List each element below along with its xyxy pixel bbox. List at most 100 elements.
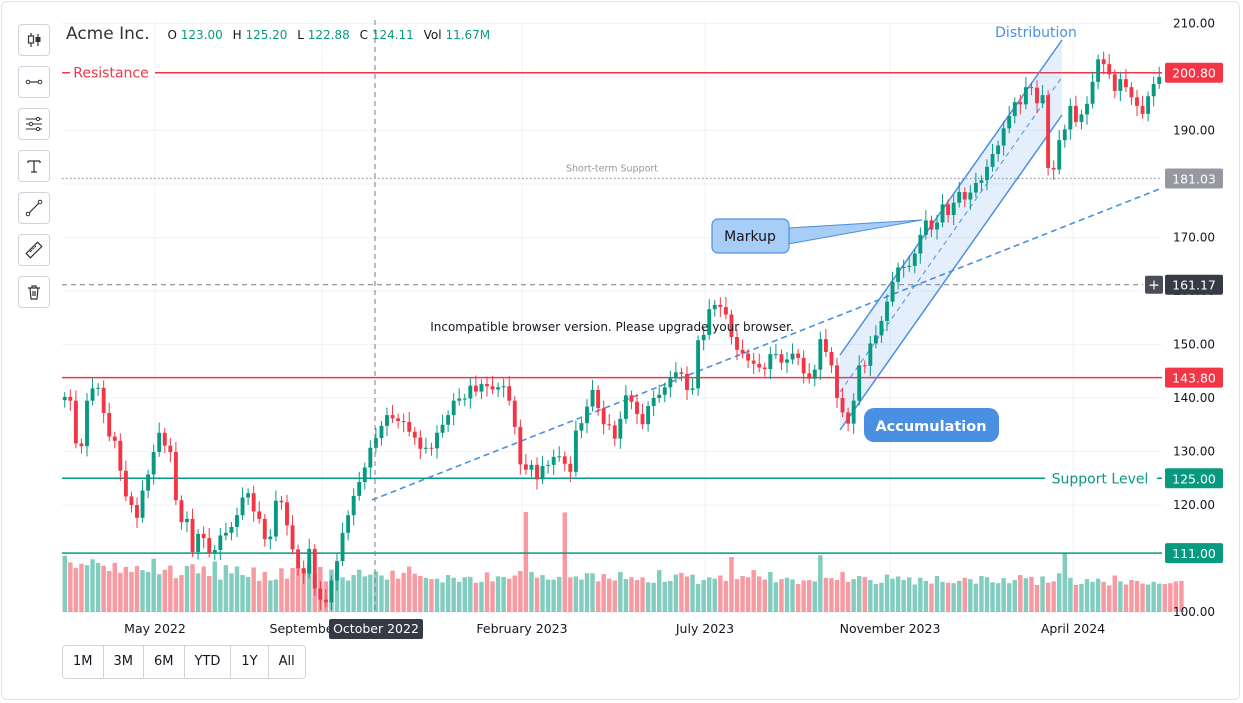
candle-body — [1107, 64, 1112, 75]
volume-bar — [1134, 580, 1140, 612]
parallel-lines-icon — [26, 116, 42, 132]
candle-body — [629, 395, 634, 402]
volume-bar — [529, 571, 534, 612]
candle-body — [979, 180, 984, 183]
volume-bar — [679, 572, 684, 612]
candlestick-tool-button[interactable] — [18, 24, 50, 56]
volume-bar — [507, 578, 512, 612]
volume-bar — [490, 581, 495, 612]
candle-body — [223, 532, 228, 536]
volume-bar — [1173, 581, 1179, 612]
range-6m-button[interactable]: 6M — [144, 646, 185, 678]
range-1m-button[interactable]: 1M — [63, 646, 104, 678]
volume-bar — [1112, 575, 1117, 612]
candle-body — [635, 401, 639, 415]
volume-bar — [945, 582, 951, 612]
volume-bar — [845, 581, 851, 612]
trend-line — [371, 187, 1163, 501]
candlestick-icon — [27, 33, 41, 47]
price-badge — [1165, 468, 1223, 489]
candle-body — [518, 426, 523, 465]
candle-body — [440, 424, 445, 433]
candle-body — [612, 425, 617, 439]
volume-bar — [1084, 579, 1090, 612]
volume-bar — [768, 571, 773, 612]
volume-bar — [401, 572, 406, 612]
volume-bar — [123, 566, 129, 612]
volume-bar — [223, 565, 229, 612]
price-badge-label: 111.00 — [1172, 546, 1216, 561]
volume-bar — [618, 571, 623, 612]
candle-body — [185, 518, 189, 523]
candle-body — [1096, 59, 1101, 82]
volume-bar — [801, 580, 806, 612]
volume-bar — [140, 570, 145, 612]
volume-bar — [934, 575, 940, 612]
candle-body — [551, 456, 556, 465]
candle-body — [718, 304, 723, 308]
candle-body — [918, 234, 923, 254]
volume-bar — [957, 580, 962, 612]
volume-bar — [601, 574, 606, 612]
text-icon — [27, 160, 41, 173]
volume-bar — [168, 565, 173, 612]
distribution-label: Distribution — [995, 25, 1077, 41]
trend-line-tool-button[interactable] — [18, 192, 50, 224]
volume-bar — [195, 573, 201, 612]
horizontal-line-tool-button[interactable] — [18, 66, 50, 98]
candle-body — [623, 395, 628, 419]
candle-body — [312, 548, 317, 589]
candle-body — [351, 495, 356, 516]
accumulation-label: Accumulation — [875, 419, 986, 435]
delete-drawings-button[interactable] — [18, 276, 50, 308]
candle-body — [1029, 87, 1034, 89]
range-3m-button[interactable]: 3M — [103, 646, 144, 678]
candle-body — [368, 447, 373, 468]
candle-body — [901, 266, 906, 268]
volume-bar — [762, 579, 767, 612]
volume-bar — [1001, 578, 1006, 612]
price-badge — [1165, 367, 1223, 388]
volume-bar — [484, 572, 490, 612]
volume-bar — [207, 575, 212, 612]
candle-body — [907, 265, 912, 267]
volume-bar — [784, 577, 790, 612]
parallel-lines-tool-button[interactable] — [18, 108, 50, 140]
volume-bar — [634, 580, 640, 612]
range-all-button[interactable]: All — [268, 646, 305, 678]
resistance-label: Resistance — [73, 66, 148, 82]
volume-bar — [568, 577, 573, 612]
volume-bar — [873, 584, 879, 612]
volume-bar — [1145, 584, 1151, 612]
range-ytd-button[interactable]: YTD — [184, 646, 232, 678]
volume-bar — [979, 575, 984, 612]
volume-bar — [479, 581, 484, 612]
candle-body — [590, 389, 595, 407]
candle-body — [401, 421, 406, 423]
candle-body — [318, 588, 323, 600]
range-1y-button[interactable]: 1Y — [231, 646, 269, 678]
candle-body — [968, 192, 973, 200]
candle-body — [662, 387, 667, 395]
support-level-label: Support Level — [1052, 471, 1149, 487]
candle-body — [651, 398, 656, 407]
candle-body — [335, 561, 339, 581]
volume-bar — [240, 575, 245, 612]
volume-bar — [807, 580, 812, 612]
ruler-tool-button[interactable] — [18, 234, 50, 266]
candle-body — [457, 398, 462, 401]
volume-bar — [701, 580, 706, 612]
candle-body — [796, 353, 801, 358]
y-tick-label: 130.00 — [1173, 445, 1215, 459]
candle-body — [923, 220, 928, 235]
volume-bar — [579, 579, 584, 612]
candle-body — [857, 365, 862, 401]
candle-body — [485, 384, 489, 387]
volume-bar — [362, 576, 367, 612]
candle-body — [179, 500, 184, 523]
volume-bar — [540, 575, 545, 612]
text-tool-button[interactable] — [18, 150, 50, 182]
volume-bar — [1051, 581, 1056, 612]
